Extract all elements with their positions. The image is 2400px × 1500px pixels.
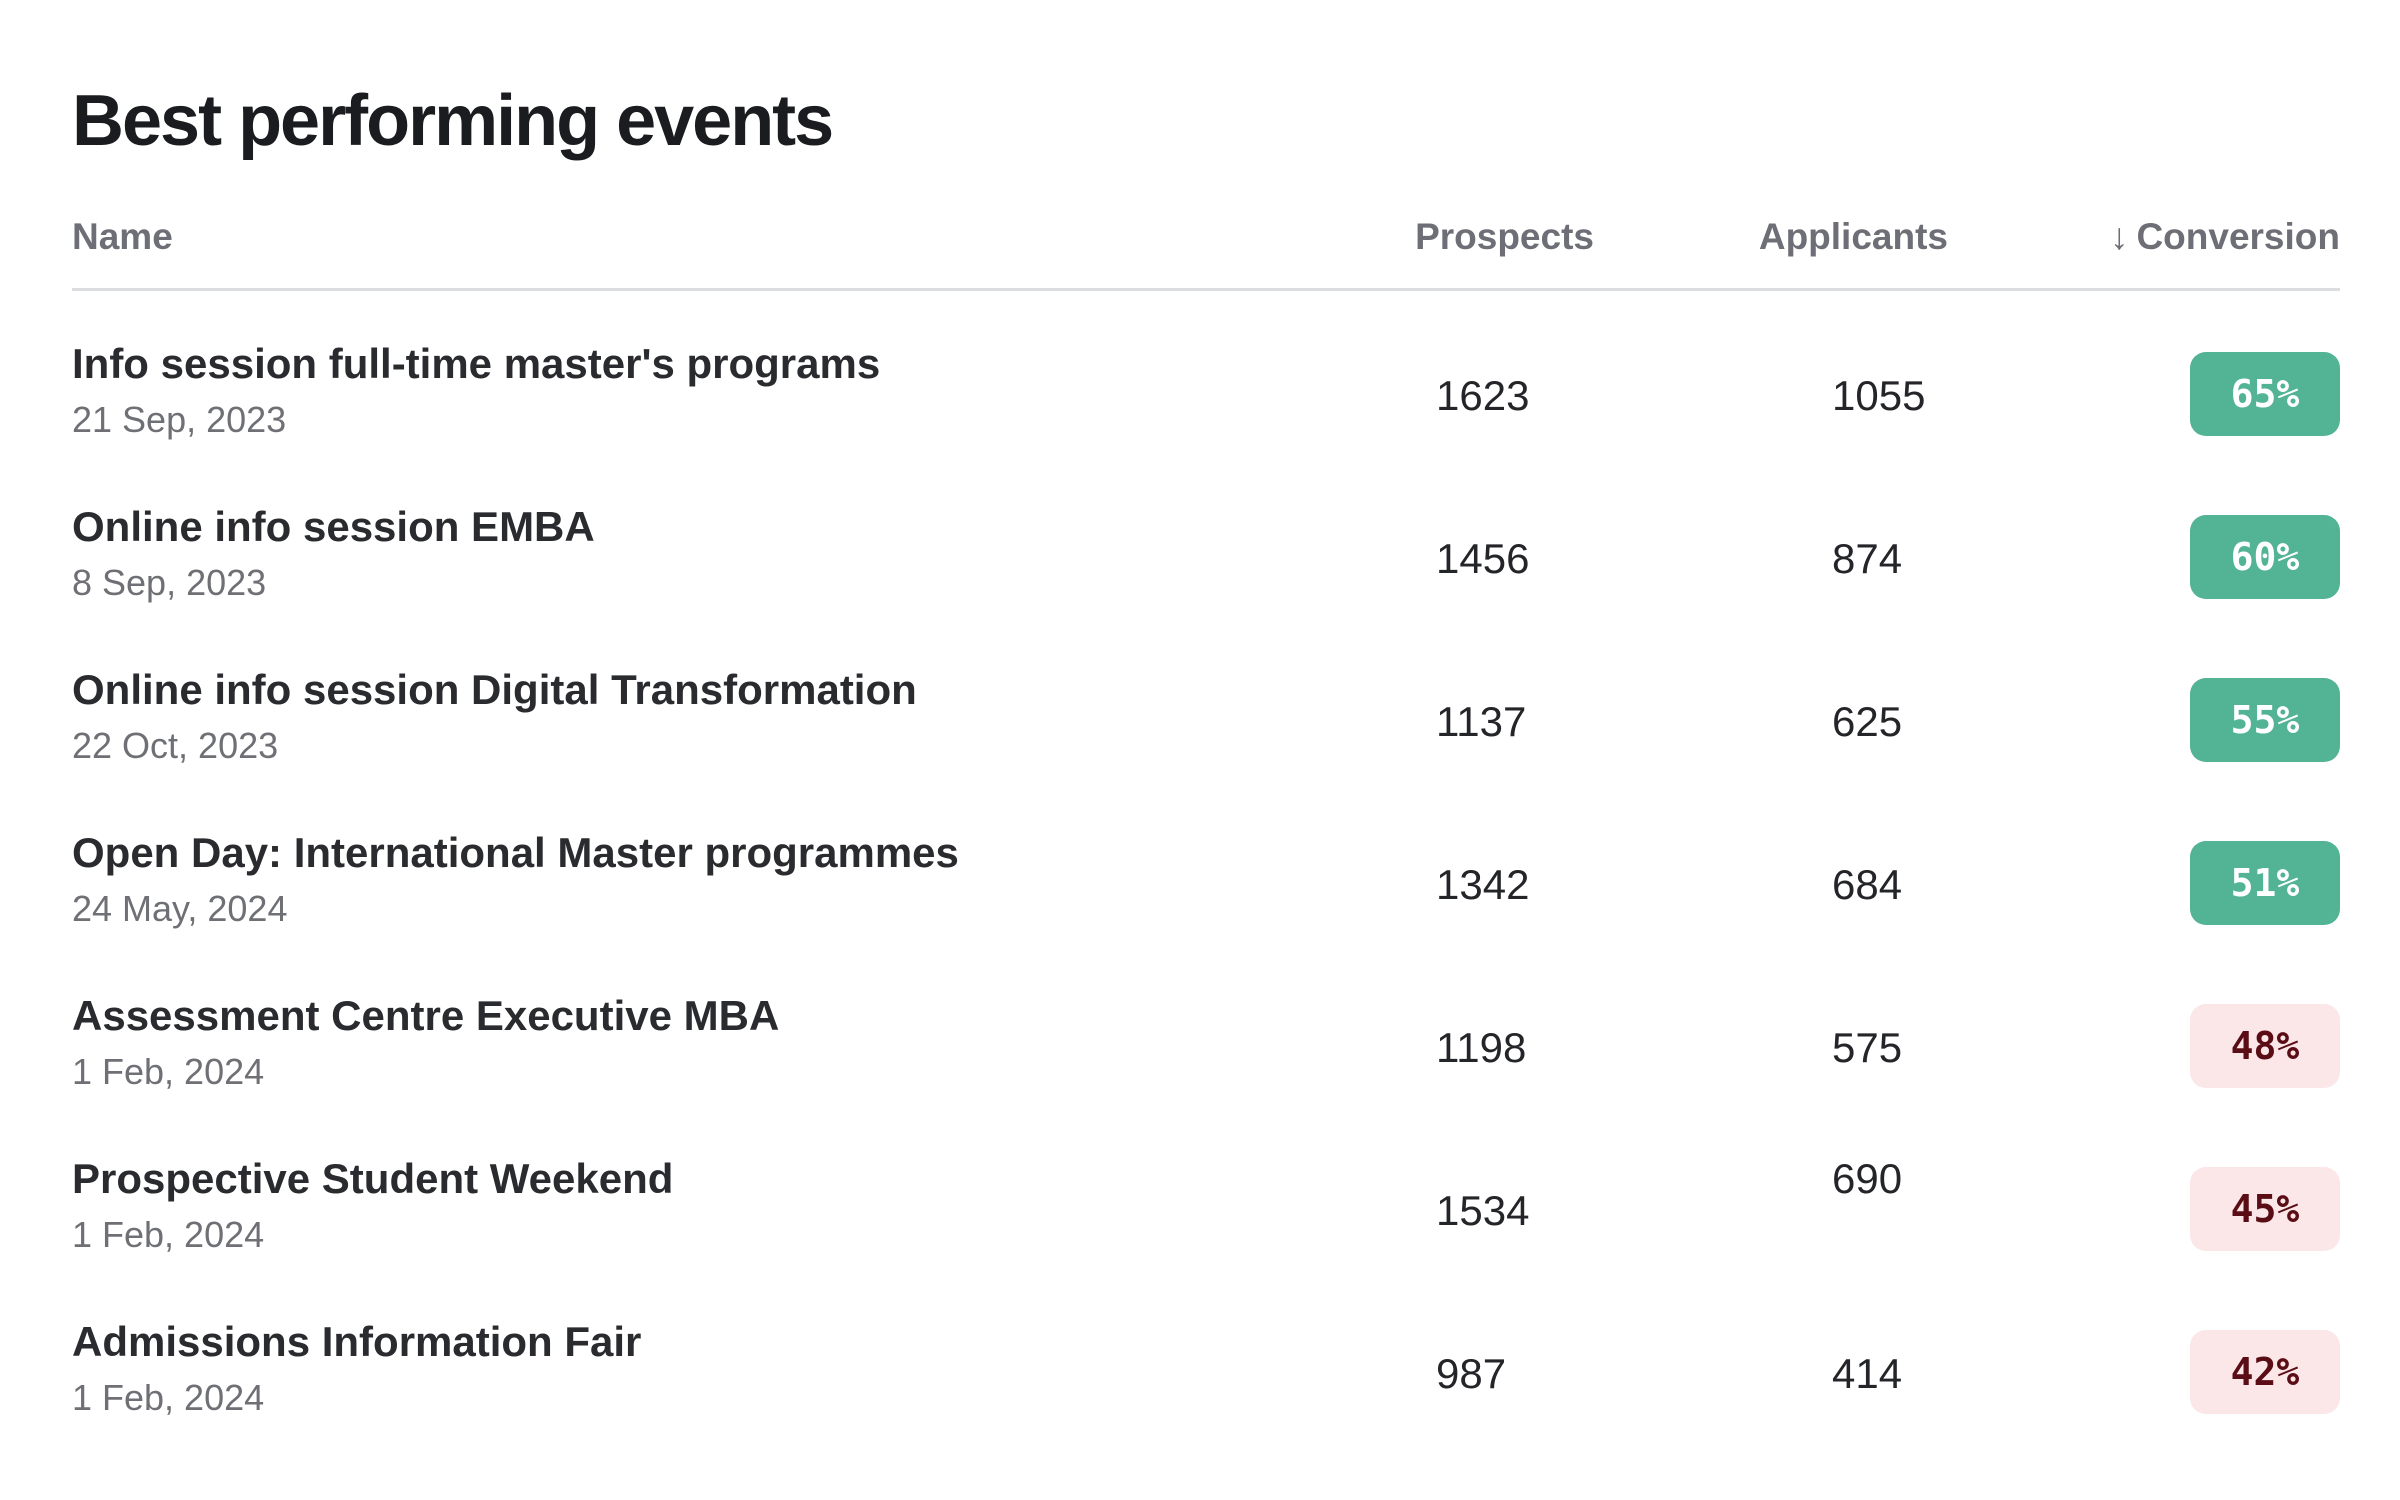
event-name: Prospective Student Weekend: [72, 1155, 674, 1202]
applicants-value: 625: [1832, 698, 1903, 745]
conversion-badge: 48%: [2190, 1004, 2340, 1088]
conversion-badge: 51%: [2190, 841, 2340, 925]
column-header-name[interactable]: Name: [72, 216, 173, 257]
applicants-value: 1055: [1832, 372, 1926, 419]
event-date: 22 Oct, 2023: [72, 725, 279, 766]
sort-descending-icon: ↓: [2109, 216, 2129, 257]
table-body: Info session full-time master's programs…: [72, 330, 2340, 1471]
prospects-value: 1137: [1436, 698, 1527, 745]
table-row[interactable]: Prospective Student Weekend 1 Feb, 2024 …: [72, 1145, 2340, 1308]
conversion-badge: 60%: [2190, 515, 2340, 599]
table-row[interactable]: Online info session EMBA 8 Sep, 2023 145…: [72, 493, 2340, 656]
event-name: Online info session EMBA: [72, 503, 595, 550]
column-header-applicants[interactable]: Applicants: [1758, 216, 1948, 257]
prospects-value: 1342: [1436, 861, 1530, 908]
applicants-value: 874: [1832, 535, 1903, 582]
table-row[interactable]: Admissions Information Fair 1 Feb, 2024 …: [72, 1308, 2340, 1471]
table-header: Name Prospects Applicants ↓ Conversion: [72, 212, 2340, 291]
event-date: 1 Feb, 2024: [72, 1214, 265, 1255]
event-date: 1 Feb, 2024: [72, 1377, 265, 1418]
prospects-value: 987: [1436, 1350, 1507, 1397]
column-header-conversion-label: Conversion: [2136, 216, 2340, 257]
table-row[interactable]: Assessment Centre Executive MBA 1 Feb, 2…: [72, 982, 2340, 1145]
event-name: Open Day: International Master programme…: [72, 829, 959, 876]
prospects-value: 1623: [1436, 372, 1530, 419]
applicants-value: 575: [1832, 1024, 1903, 1071]
conversion-badge: 45%: [2190, 1167, 2340, 1251]
event-name: Info session full-time master's programs: [72, 340, 881, 387]
event-date: 1 Feb, 2024: [72, 1051, 265, 1092]
page-title: Best performing events: [72, 81, 834, 161]
column-header-prospects[interactable]: Prospects: [1415, 216, 1594, 257]
event-name: Online info session Digital Transformati…: [72, 666, 917, 713]
applicants-value: 414: [1832, 1350, 1903, 1397]
event-date: 8 Sep, 2023: [72, 562, 267, 603]
event-name: Assessment Centre Executive MBA: [72, 992, 780, 1039]
prospects-value: 1456: [1436, 535, 1530, 582]
table-row[interactable]: Online info session Digital Transformati…: [72, 656, 2340, 819]
table-row[interactable]: Info session full-time master's programs…: [72, 330, 2340, 493]
applicants-value: 690: [1832, 1155, 1903, 1202]
conversion-badge: 42%: [2190, 1330, 2340, 1414]
conversion-badge: 55%: [2190, 678, 2340, 762]
table-row[interactable]: Open Day: International Master programme…: [72, 819, 2340, 982]
conversion-badge: 65%: [2190, 352, 2340, 436]
event-date: 24 May, 2024: [72, 888, 288, 929]
column-header-conversion[interactable]: ↓ Conversion: [2110, 212, 2340, 262]
event-date: 21 Sep, 2023: [72, 399, 287, 440]
prospects-value: 1534: [1436, 1187, 1530, 1234]
applicants-value: 684: [1832, 861, 1903, 908]
event-name: Admissions Information Fair: [72, 1318, 642, 1365]
prospects-value: 1198: [1436, 1024, 1527, 1071]
best-performing-events-card: Best performing events Name Prospects Ap…: [72, 0, 2340, 1500]
